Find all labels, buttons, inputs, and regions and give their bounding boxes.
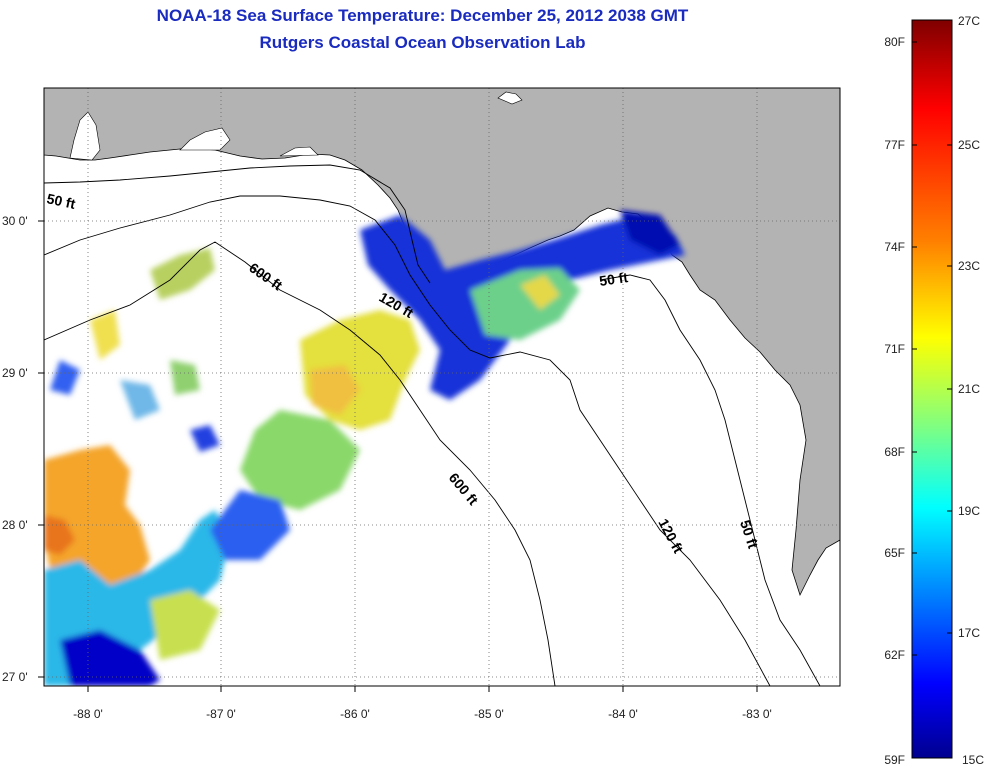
colorbar-label-17c: 17C: [958, 626, 980, 640]
contour-600ft: [44, 241, 556, 686]
contour-120ft-west: [44, 195, 771, 686]
lon-label-87: -87 0': [206, 707, 236, 721]
pensacola-bay: [179, 127, 231, 151]
sst-patches: [44, 210, 685, 686]
mobile-bay: [69, 111, 101, 161]
axis-ticks: [38, 220, 758, 692]
inland-lake: [497, 91, 523, 105]
lat-label-27: 27 0': [2, 670, 28, 684]
contour-label-50ft-west: 50 ft: [45, 190, 77, 212]
lon-label-84: -84 0': [608, 707, 638, 721]
colorbar-label-27c: 27C: [958, 14, 980, 28]
colorbar-label-74f: 74F: [884, 240, 905, 254]
colorbar-label-59f: 59F: [884, 753, 905, 767]
colorbar-label-68f: 68F: [884, 445, 905, 459]
lon-label-86: -86 0': [340, 707, 370, 721]
lon-label-85: -85 0': [474, 707, 504, 721]
colorbar-label-15c: 15C: [962, 753, 984, 767]
grid-lines: [44, 88, 840, 686]
colorbar-label-77f: 77F: [884, 138, 905, 152]
map-frame: [43, 87, 841, 687]
lon-label-83: -83 0': [742, 707, 772, 721]
colorbar-label-23c: 23C: [958, 259, 980, 273]
colorbar-label-25c: 25C: [958, 138, 980, 152]
contour-50ft-east: [599, 274, 821, 686]
contour-label-50ft-bigbend: 50 ft: [598, 269, 629, 289]
colorbar: [911, 19, 953, 759]
choctawhatchee-bay: [279, 146, 319, 157]
lon-label-88: -88 0': [73, 707, 103, 721]
colorbar-ticks: [912, 19, 952, 656]
colorbar-label-65f: 65F: [884, 546, 905, 560]
depth-contours: [44, 164, 821, 686]
map-subtitle: Rutgers Coastal Ocean Observation Lab: [259, 33, 586, 52]
colorbar-label-80f: 80F: [884, 35, 905, 49]
lat-label-30: 30 0': [2, 214, 28, 228]
map-title: NOAA-18 Sea Surface Temperature: Decembe…: [156, 6, 689, 25]
colorbar-label-19c: 19C: [958, 504, 980, 518]
lat-label-28: 28 0': [2, 518, 28, 532]
colorbar-label-71f: 71F: [884, 342, 905, 356]
colorbar-label-62f: 62F: [884, 648, 905, 662]
colorbar-label-21c: 21C: [958, 382, 980, 396]
contour-50ft-west: [44, 164, 431, 284]
lat-label-29: 29 0': [2, 366, 28, 380]
